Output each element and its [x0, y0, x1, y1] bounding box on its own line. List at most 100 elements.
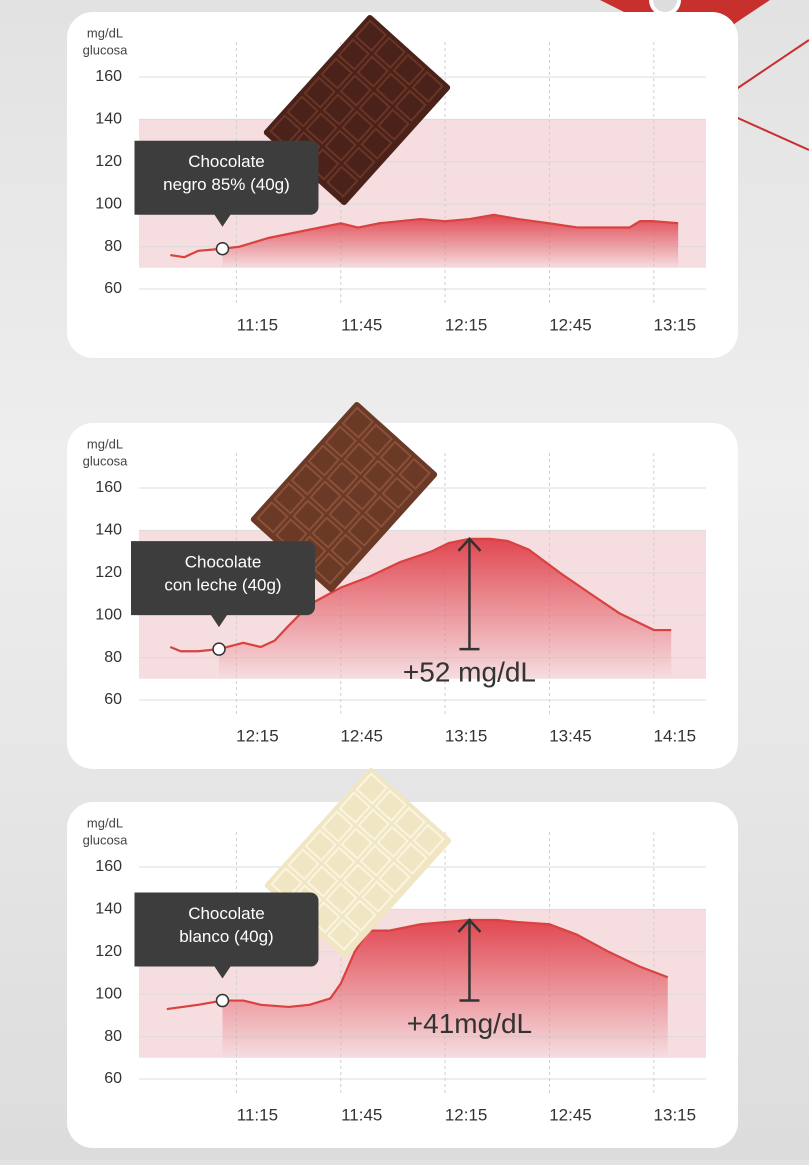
y-tick-label: 120 [95, 943, 122, 960]
chocolate-piece [287, 848, 320, 881]
meal-marker [212, 642, 226, 656]
y-tick-label: 80 [104, 649, 122, 666]
chocolate-piece [373, 36, 406, 69]
chocolate-piece [376, 825, 409, 858]
chocolate-piece [305, 112, 338, 145]
glucose-line [169, 537, 672, 653]
chocolate-piece [339, 74, 372, 107]
x-tick-label: 11:45 [341, 1105, 382, 1124]
chocolate-piece [273, 482, 306, 515]
chocolate-piece [290, 463, 323, 496]
y-tick-label: 60 [104, 280, 122, 297]
y-tick-label: 140 [95, 522, 122, 539]
y-tick-label: 160 [95, 68, 122, 85]
chocolate-piece [343, 442, 376, 475]
chocolate-piece [307, 444, 340, 477]
chocolate-piece [357, 808, 390, 841]
chocolate-piece [324, 129, 357, 162]
y-axis-label: mg/dL [87, 815, 123, 830]
chocolate-piece [292, 499, 325, 532]
meal-marker [215, 241, 230, 256]
chocolate-piece [320, 57, 353, 90]
x-tick-label: 13:15 [654, 1105, 697, 1124]
chocolate-piece [398, 457, 431, 491]
chocolate-piece [323, 846, 356, 879]
chocolate-piece [326, 461, 359, 494]
chocolate-piece [359, 844, 392, 877]
chocolate-bar [263, 14, 451, 206]
chocolate-piece [304, 829, 337, 862]
chocolate-piece [269, 114, 302, 147]
chocolate-piece [342, 863, 375, 896]
chocolate-piece [303, 76, 336, 109]
y-axis-label: glucosa [83, 832, 129, 847]
y-axis-label: mg/dL [87, 436, 123, 451]
chocolate-piece [362, 459, 395, 492]
x-tick-label: 12:15 [236, 726, 279, 745]
chocolate-piece [340, 827, 373, 860]
meal-marker [215, 993, 230, 1008]
tooltip-text: Chocolate [188, 152, 265, 171]
chocolate-piece [364, 495, 397, 528]
chocolate-piece [326, 165, 359, 198]
chocolate-piece [393, 806, 426, 840]
chocolate-piece [270, 867, 303, 900]
chocolate-piece [327, 918, 360, 951]
chocolate-piece [378, 861, 411, 894]
y-axis-label: mg/dL [87, 25, 123, 40]
chocolate-piece [344, 899, 377, 932]
y-tick-label: 160 [95, 858, 122, 875]
chocolate-piece [328, 497, 361, 530]
glucose-line [170, 213, 679, 259]
y-tick-label: 160 [95, 479, 122, 496]
x-tick-label: 13:15 [654, 315, 697, 334]
chocolate-piece [375, 72, 408, 105]
chocolate-piece [311, 516, 344, 549]
chocolate-piece [355, 772, 389, 805]
rise-arrow [457, 918, 482, 1002]
chocolate-piece [411, 70, 444, 104]
chocolate-piece [330, 533, 363, 566]
x-tick-label: 11:15 [237, 1105, 278, 1124]
x-tick-label: 12:45 [549, 315, 592, 334]
x-tick-label: 13:15 [445, 726, 488, 745]
chocolate-piece [360, 423, 393, 456]
rise-annotation: +41mg/dL [407, 1008, 532, 1039]
chocolate-piece [325, 882, 358, 915]
chocolate-piece [347, 514, 380, 547]
chocolate-piece [345, 478, 378, 511]
y-tick-label: 120 [95, 153, 122, 170]
x-tick-label: 12:15 [445, 315, 488, 334]
chocolate-piece [313, 552, 346, 585]
tooltip-text: negro 85% (40g) [163, 175, 290, 194]
x-tick-label: 12:45 [549, 1105, 592, 1124]
y-tick-label: 100 [95, 606, 122, 623]
chart-card: mg/dL glucosa 60 80 100 120 140 160 11:15 11:45 12… [67, 12, 738, 358]
chocolate-piece [392, 53, 425, 87]
chocolate-piece [394, 89, 427, 123]
chocolate-piece [374, 789, 407, 822]
x-tick-label: 12:45 [340, 726, 383, 745]
chocolate-piece [322, 93, 355, 126]
chocolate-piece [343, 146, 376, 179]
chocolate-piece [337, 38, 370, 71]
tooltip-text: blanco (40g) [179, 927, 274, 946]
x-tick-label: 12:15 [445, 1105, 488, 1124]
rise-area [222, 214, 679, 268]
chocolate-piece [356, 55, 389, 88]
chocolate-piece [377, 108, 410, 141]
chocolate-piece [256, 501, 289, 534]
tooltip [131, 541, 316, 628]
chocolate-piece [324, 425, 357, 458]
tooltip-text: Chocolate [185, 553, 262, 572]
chart-card: mg/dL glucosa 60 80 100 120 140 160 11:15 11:45 12… [67, 767, 738, 1148]
rise-annotation: +52 mg/dL [403, 657, 536, 688]
tooltip-text: Chocolate [188, 904, 265, 923]
chocolate-piece [306, 865, 339, 898]
chocolate-piece [381, 476, 414, 510]
chocolate-piece [379, 440, 412, 474]
glucose-line [166, 918, 669, 1011]
tooltip-text: con leche (40g) [164, 576, 281, 595]
chocolate-piece [358, 91, 391, 124]
